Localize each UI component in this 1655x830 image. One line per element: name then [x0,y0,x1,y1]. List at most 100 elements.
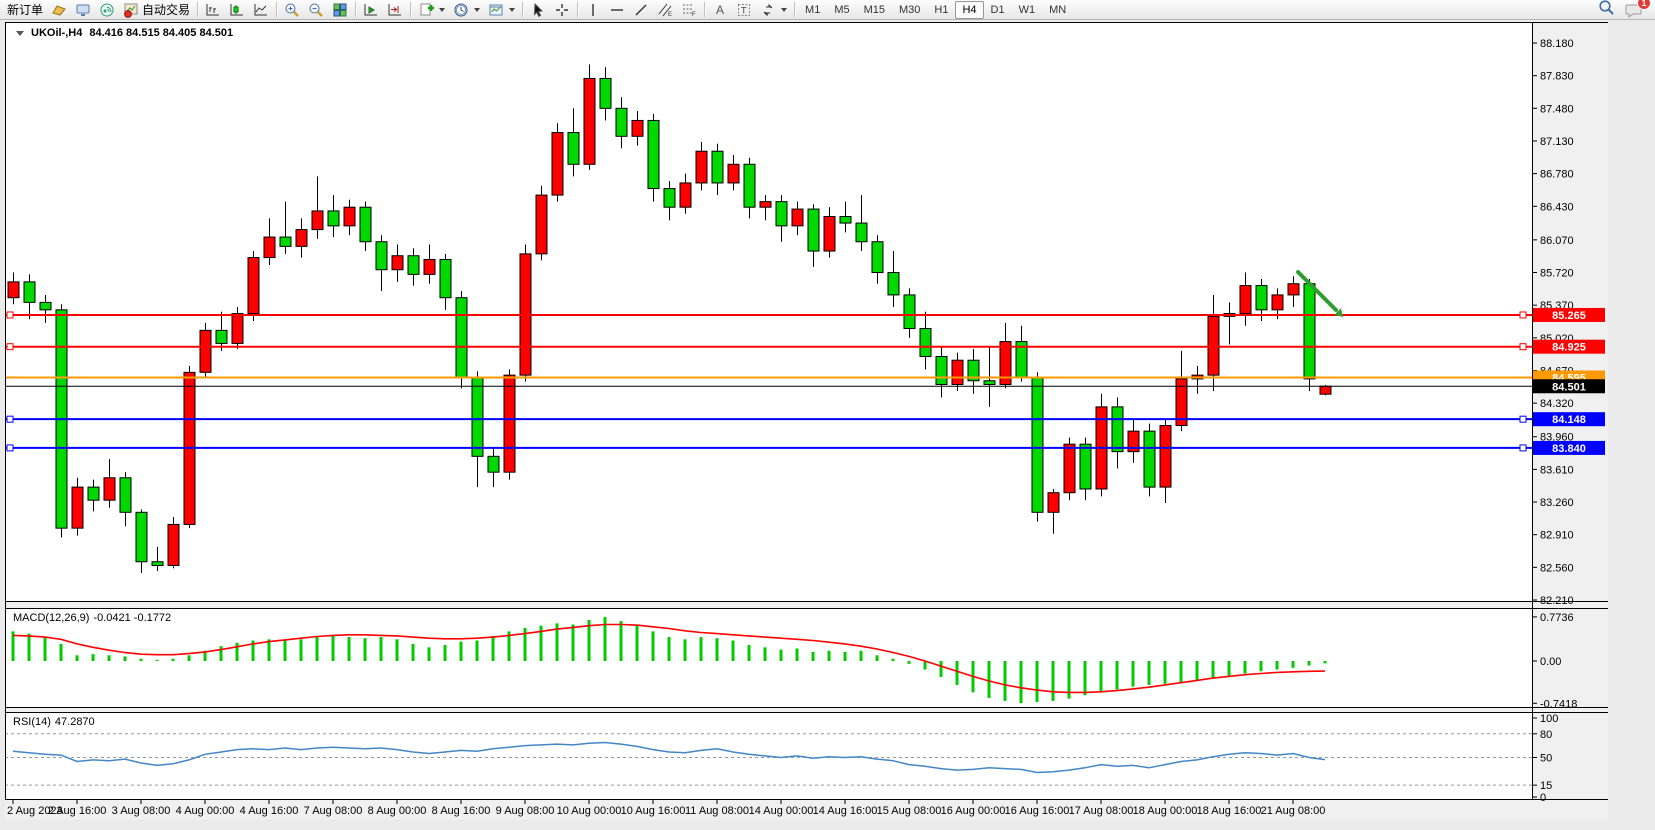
cursor-button[interactable] [526,0,550,19]
toolbar: 新订单 自动交易 E F A T M1 M5 M15 M30 H1 H4 D1 W1 MN 1 [0,0,1655,20]
line-handle[interactable] [6,444,14,452]
svg-text:84.925: 84.925 [1552,342,1586,354]
zoom-out-icon [308,2,324,18]
auto-scroll-button[interactable] [359,0,383,19]
symbol-period-label: UKOil-,H4 [31,27,83,39]
toolbar-separator [522,2,524,17]
chart-shift-button[interactable] [383,0,407,19]
svg-text:11 Aug 08:00: 11 Aug 08:00 [685,805,749,817]
add-object-button[interactable] [414,0,449,19]
periods-button[interactable] [449,0,484,19]
tile-windows-icon [332,2,348,18]
timeframe-mn-button[interactable]: MN [1049,3,1067,16]
timeframe-h1-button[interactable]: H1 [934,3,949,16]
crosshair-button[interactable] [550,0,574,19]
line-handle[interactable] [6,343,14,351]
vline-button[interactable] [581,0,605,19]
chart-bars-button[interactable] [201,0,225,19]
svg-text:87.130: 87.130 [1540,136,1574,148]
macd-pane[interactable] [5,609,1532,707]
dropdown-arrow-icon[interactable] [781,7,788,12]
cursor-icon [530,2,546,18]
price-label-84.925 [1533,339,1605,354]
svg-text:14 Aug 00:00: 14 Aug 00:00 [749,805,814,817]
svg-text:9 Aug 08:00: 9 Aug 08:00 [496,805,555,817]
svg-text:18 Aug 16:00: 18 Aug 16:00 [1197,805,1262,817]
svg-text:88.180: 88.180 [1540,38,1574,50]
text-button[interactable]: A [708,0,732,19]
label-button[interactable]: T [732,0,756,19]
timeframe-w1-button[interactable]: W1 [1018,3,1036,16]
toolbar-separator [197,2,199,17]
macd-indicator-label: MACD(12,26,9) -0.0421 -0.1772 [13,612,175,624]
rsi-indicator-label: RSI(14) 47.2870 [13,716,99,728]
chart-shift-icon [387,2,403,18]
channel-button[interactable]: E [653,0,677,19]
main-pane[interactable] [5,22,1532,601]
new-order-button[interactable]: 新订单 [3,0,47,19]
timeframe-m30-button[interactable]: M30 [899,3,921,16]
timeframe-h4-button[interactable]: H4 [955,0,984,19]
chart-line-button[interactable] [249,0,273,19]
price-axis: 88.180 87.830 87.480 87.130 86.780 86.430 86.0… [1532,38,1574,607]
line-handle[interactable] [1519,343,1527,351]
chart-window: 88.180 87.830 87.480 87.130 86.780 86.430 86.0… [5,21,1608,820]
svg-text:84.501: 84.501 [1552,381,1586,393]
svg-text:18 Aug 00:00: 18 Aug 00:00 [1133,805,1198,817]
ticket-button[interactable] [47,0,71,19]
svg-text:16 Aug 16:00: 16 Aug 16:00 [1005,805,1070,817]
tile-windows-button[interactable] [328,0,352,19]
svg-text:82.910: 82.910 [1540,530,1574,542]
template-button[interactable] [484,0,519,19]
timeframe-m5-button[interactable]: M5 [834,3,850,16]
hline-button[interactable] [605,0,629,19]
timeframe-m1-button[interactable]: M1 [805,3,821,16]
timeframe-m15-button[interactable]: M15 [863,3,885,16]
chart-dropdown-icon[interactable] [16,30,24,36]
notifications-icon[interactable]: 1 [1625,0,1651,18]
macd-tick-label: -0.7418 [1540,698,1577,710]
toolbar-separator [794,2,796,17]
arrows-button[interactable] [756,0,791,19]
line-handle[interactable] [1519,444,1527,452]
auto-scroll-icon [363,2,379,18]
line-handle[interactable] [1519,311,1527,319]
zoom-in-icon [284,2,300,18]
timeframe-d1-button[interactable]: D1 [990,3,1005,16]
rsi-name: RSI(14) [13,716,51,728]
macd-values: -0.0421 -0.1772 [93,612,172,624]
svg-text:F: F [692,12,696,18]
zoom-in-button[interactable] [280,0,304,19]
rsi-tick-label: 80 [1540,729,1552,741]
line-handle[interactable] [6,415,14,423]
new-order-button-label: 新订单 [7,3,44,17]
chart-line-icon [253,2,269,18]
dropdown-arrow-icon[interactable] [439,7,446,12]
svg-text:T: T [741,5,747,15]
trendline-button[interactable] [629,0,653,19]
hline-icon [609,2,625,18]
dropdown-arrow-icon[interactable] [474,7,481,12]
macd-tick-label: 0.00 [1540,656,1561,668]
svg-text:84.320: 84.320 [1540,398,1574,410]
signal-button[interactable] [95,0,119,19]
autotrade-button[interactable]: 自动交易 [119,0,194,19]
rsi-tick-label: 15 [1540,780,1552,792]
svg-text:21 Aug 08:00: 21 Aug 08:00 [1261,805,1326,817]
chart-candles-button[interactable] [225,0,249,19]
notification-badge: 1 [1637,0,1651,10]
price-label-84.501 [1533,379,1605,394]
fibonacci-button[interactable]: F [677,0,701,19]
arrow-annotation[interactable] [1296,270,1343,317]
dropdown-arrow-icon[interactable] [509,7,516,12]
arrows-icon [760,2,776,18]
terminal-button[interactable] [71,0,95,19]
svg-text:15 Aug 08:00: 15 Aug 08:00 [877,805,942,817]
rsi-tick-label: 100 [1540,713,1558,725]
zoom-out-button[interactable] [304,0,328,19]
line-handle[interactable] [1519,415,1527,423]
search-icon[interactable] [1598,0,1615,21]
line-handle[interactable] [6,311,14,319]
toolbar-separator [276,2,278,17]
